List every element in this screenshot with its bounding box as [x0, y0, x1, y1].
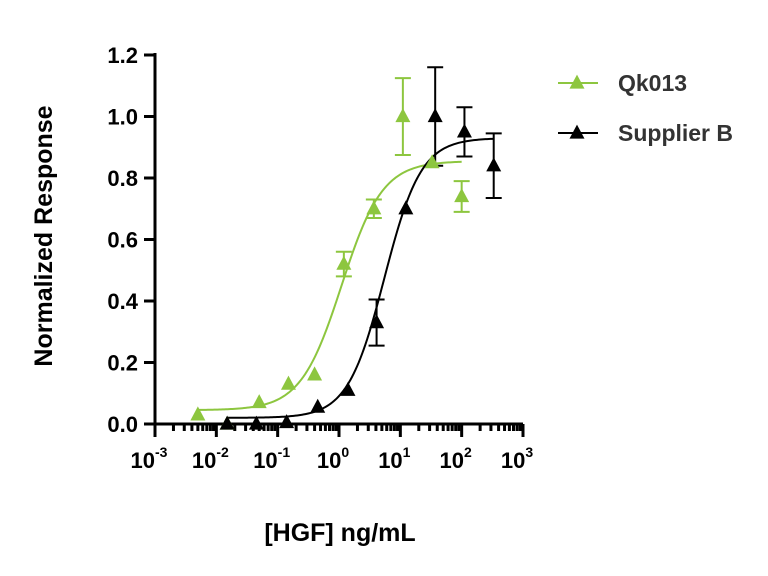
legend-marker	[569, 74, 585, 89]
supplier-b-point	[310, 398, 326, 413]
legend: Qk013 Supplier B	[558, 70, 733, 146]
qk013-fit-curve	[197, 160, 462, 411]
qk013-point	[307, 366, 323, 381]
x-tick-label: 100	[317, 444, 349, 473]
legend-label: Supplier B	[618, 120, 733, 146]
x-tick-label: 101	[378, 444, 410, 473]
supplier-b-point	[486, 157, 502, 172]
qk013-point	[251, 394, 267, 409]
error-bars	[335, 66, 502, 347]
supplier-b-fit-curve	[227, 137, 494, 419]
legend-label: Qk013	[618, 70, 687, 96]
x-tick-label: 10-1	[253, 444, 290, 473]
supplier-b-point	[248, 415, 264, 430]
qk013-point	[336, 255, 352, 270]
x-tick-label: 10-3	[131, 444, 168, 473]
legend-marker	[569, 124, 585, 139]
x-tick-label: 10-2	[192, 444, 229, 473]
supplier-b-point	[427, 108, 443, 123]
supplier-b-point	[279, 414, 295, 429]
qk013-point	[395, 108, 411, 123]
fit-curves	[197, 137, 494, 419]
supplier-b-point	[219, 415, 235, 430]
supplier-b-point	[340, 381, 356, 396]
supplier-b-point	[456, 123, 472, 138]
x-tick-label: 102	[440, 444, 472, 473]
supplier-b-point	[369, 314, 385, 329]
qk013-point	[454, 188, 470, 203]
data-points	[190, 108, 502, 430]
y-tick-label: 0.4	[107, 289, 138, 314]
y-tick-label: 0.8	[107, 166, 138, 191]
qk013-point	[424, 154, 440, 169]
y-tick-label: 1.0	[107, 105, 138, 130]
y-tick-label: 0.6	[107, 228, 138, 253]
y-tick-label: 1.2	[107, 43, 138, 68]
y-axis-title: Normalized Response	[30, 105, 58, 366]
axes: 0.0 0.2 0.4 0.6 0.8 1.0 1.2 10-3 10-2 10-1 100 101 1…	[107, 43, 533, 473]
x-tick-label: 103	[501, 444, 533, 473]
y-tick-label: 0.0	[107, 412, 138, 437]
y-tick-label: 0.2	[107, 351, 138, 376]
qk013-point	[366, 200, 382, 215]
x-axis-title: [HGF] ng/mL	[264, 519, 415, 547]
qk013-point	[190, 406, 206, 421]
supplier-b-point	[398, 200, 414, 215]
qk013-point	[280, 375, 296, 390]
